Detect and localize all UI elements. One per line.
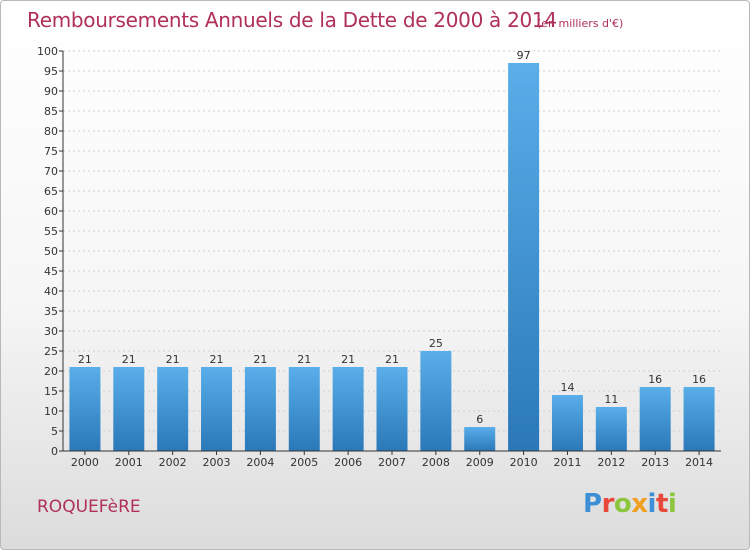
y-tick-label: 55 (44, 225, 58, 238)
bar-2007 (376, 367, 408, 451)
bar-2013 (639, 387, 671, 451)
x-tick-label-2003: 2003 (203, 456, 231, 469)
logo-letter: P (583, 489, 602, 519)
logo-letter: o (613, 489, 632, 519)
y-tick-label: 0 (51, 445, 58, 458)
logo-letter: i (667, 489, 677, 519)
bar-2011 (551, 395, 583, 451)
bars (69, 63, 715, 451)
x-tick-label-2012: 2012 (597, 456, 625, 469)
data-label-2004: 21 (253, 353, 267, 366)
commune-name: ROQUEFèRE (37, 497, 141, 517)
bar-2005 (288, 367, 320, 451)
data-label-2003: 21 (210, 353, 224, 366)
bar-2009 (464, 427, 496, 451)
bar-2003 (201, 367, 233, 451)
y-tick-label: 20 (44, 365, 58, 378)
x-tick-label-2001: 2001 (115, 456, 143, 469)
x-tick-label-2014: 2014 (685, 456, 713, 469)
data-label-2012: 11 (604, 393, 618, 406)
y-tick-label: 70 (44, 165, 58, 178)
bar-2001 (113, 367, 145, 451)
y-axis-ticks: 0 5 10 15 20 25 30 35 40 45 50 55 60 65 70 75 80 85 90 95 10… (37, 45, 63, 458)
x-tick-label-2002: 2002 (159, 456, 187, 469)
proxiti-logo[interactable]: Proxiti (583, 489, 677, 519)
y-tick-label: 40 (44, 285, 58, 298)
y-tick-label: 65 (44, 185, 58, 198)
logo-letter: i (647, 489, 657, 519)
logo-letter: t (655, 489, 668, 519)
bar-2010 (508, 63, 540, 451)
data-label-2001: 21 (122, 353, 136, 366)
y-tick-label: 30 (44, 325, 58, 338)
y-tick-label: 50 (44, 245, 58, 258)
y-tick-label: 45 (44, 265, 58, 278)
data-label-2014: 16 (692, 373, 706, 386)
bar-2000 (69, 367, 101, 451)
y-tick-label: 15 (44, 385, 58, 398)
logo-letter: r (601, 489, 615, 519)
y-tick-label: 85 (44, 105, 58, 118)
y-tick-label: 60 (44, 205, 58, 218)
y-tick-label: 95 (44, 65, 58, 78)
data-label-2013: 16 (648, 373, 662, 386)
data-label-2005: 21 (297, 353, 311, 366)
bar-2008 (420, 351, 452, 451)
y-tick-label: 75 (44, 145, 58, 158)
bar-2012 (595, 407, 627, 451)
x-tick-label-2013: 2013 (641, 456, 669, 469)
x-tick-label-2011: 2011 (553, 456, 581, 469)
chart-subtitle: (en milliers d'€) (537, 17, 624, 30)
y-tick-label: 25 (44, 345, 58, 358)
logo-letter: x (631, 489, 648, 519)
x-axis-ticks: 2000 2001 2002 2003 2004 2005 2006 2007 2008 2009… (71, 451, 713, 469)
axes (62, 51, 721, 452)
x-tick-label-2010: 2010 (510, 456, 538, 469)
x-tick-label-2005: 2005 (290, 456, 318, 469)
data-label-2000: 21 (78, 353, 92, 366)
x-tick-label-2009: 2009 (466, 456, 494, 469)
y-tick-label: 80 (44, 125, 58, 138)
y-tick-label: 90 (44, 85, 58, 98)
data-label-2011: 14 (560, 381, 574, 394)
x-tick-label-2007: 2007 (378, 456, 406, 469)
data-label-2010: 97 (517, 49, 531, 62)
data-label-2008: 25 (429, 337, 443, 350)
x-tick-label-2006: 2006 (334, 456, 362, 469)
bar-2004 (244, 367, 276, 451)
x-tick-label-2004: 2004 (246, 456, 274, 469)
data-label-2007: 21 (385, 353, 399, 366)
bar-2002 (157, 367, 189, 451)
data-labels: 21 21 21 21 21 21 21 21 25 6 97 14 11 16 16 (78, 49, 706, 426)
y-tick-label: 100 (37, 45, 58, 58)
y-tick-label: 5 (51, 425, 58, 438)
y-tick-label: 35 (44, 305, 58, 318)
x-tick-label-2000: 2000 (71, 456, 99, 469)
data-label-2002: 21 (166, 353, 180, 366)
data-label-2009: 6 (476, 413, 483, 426)
bar-2014 (683, 387, 715, 451)
x-tick-label-2008: 2008 (422, 456, 450, 469)
chart-title: Remboursements Annuels de la Dette de 20… (27, 8, 557, 32)
bar-2006 (332, 367, 364, 451)
y-tick-label: 10 (44, 405, 58, 418)
data-label-2006: 21 (341, 353, 355, 366)
